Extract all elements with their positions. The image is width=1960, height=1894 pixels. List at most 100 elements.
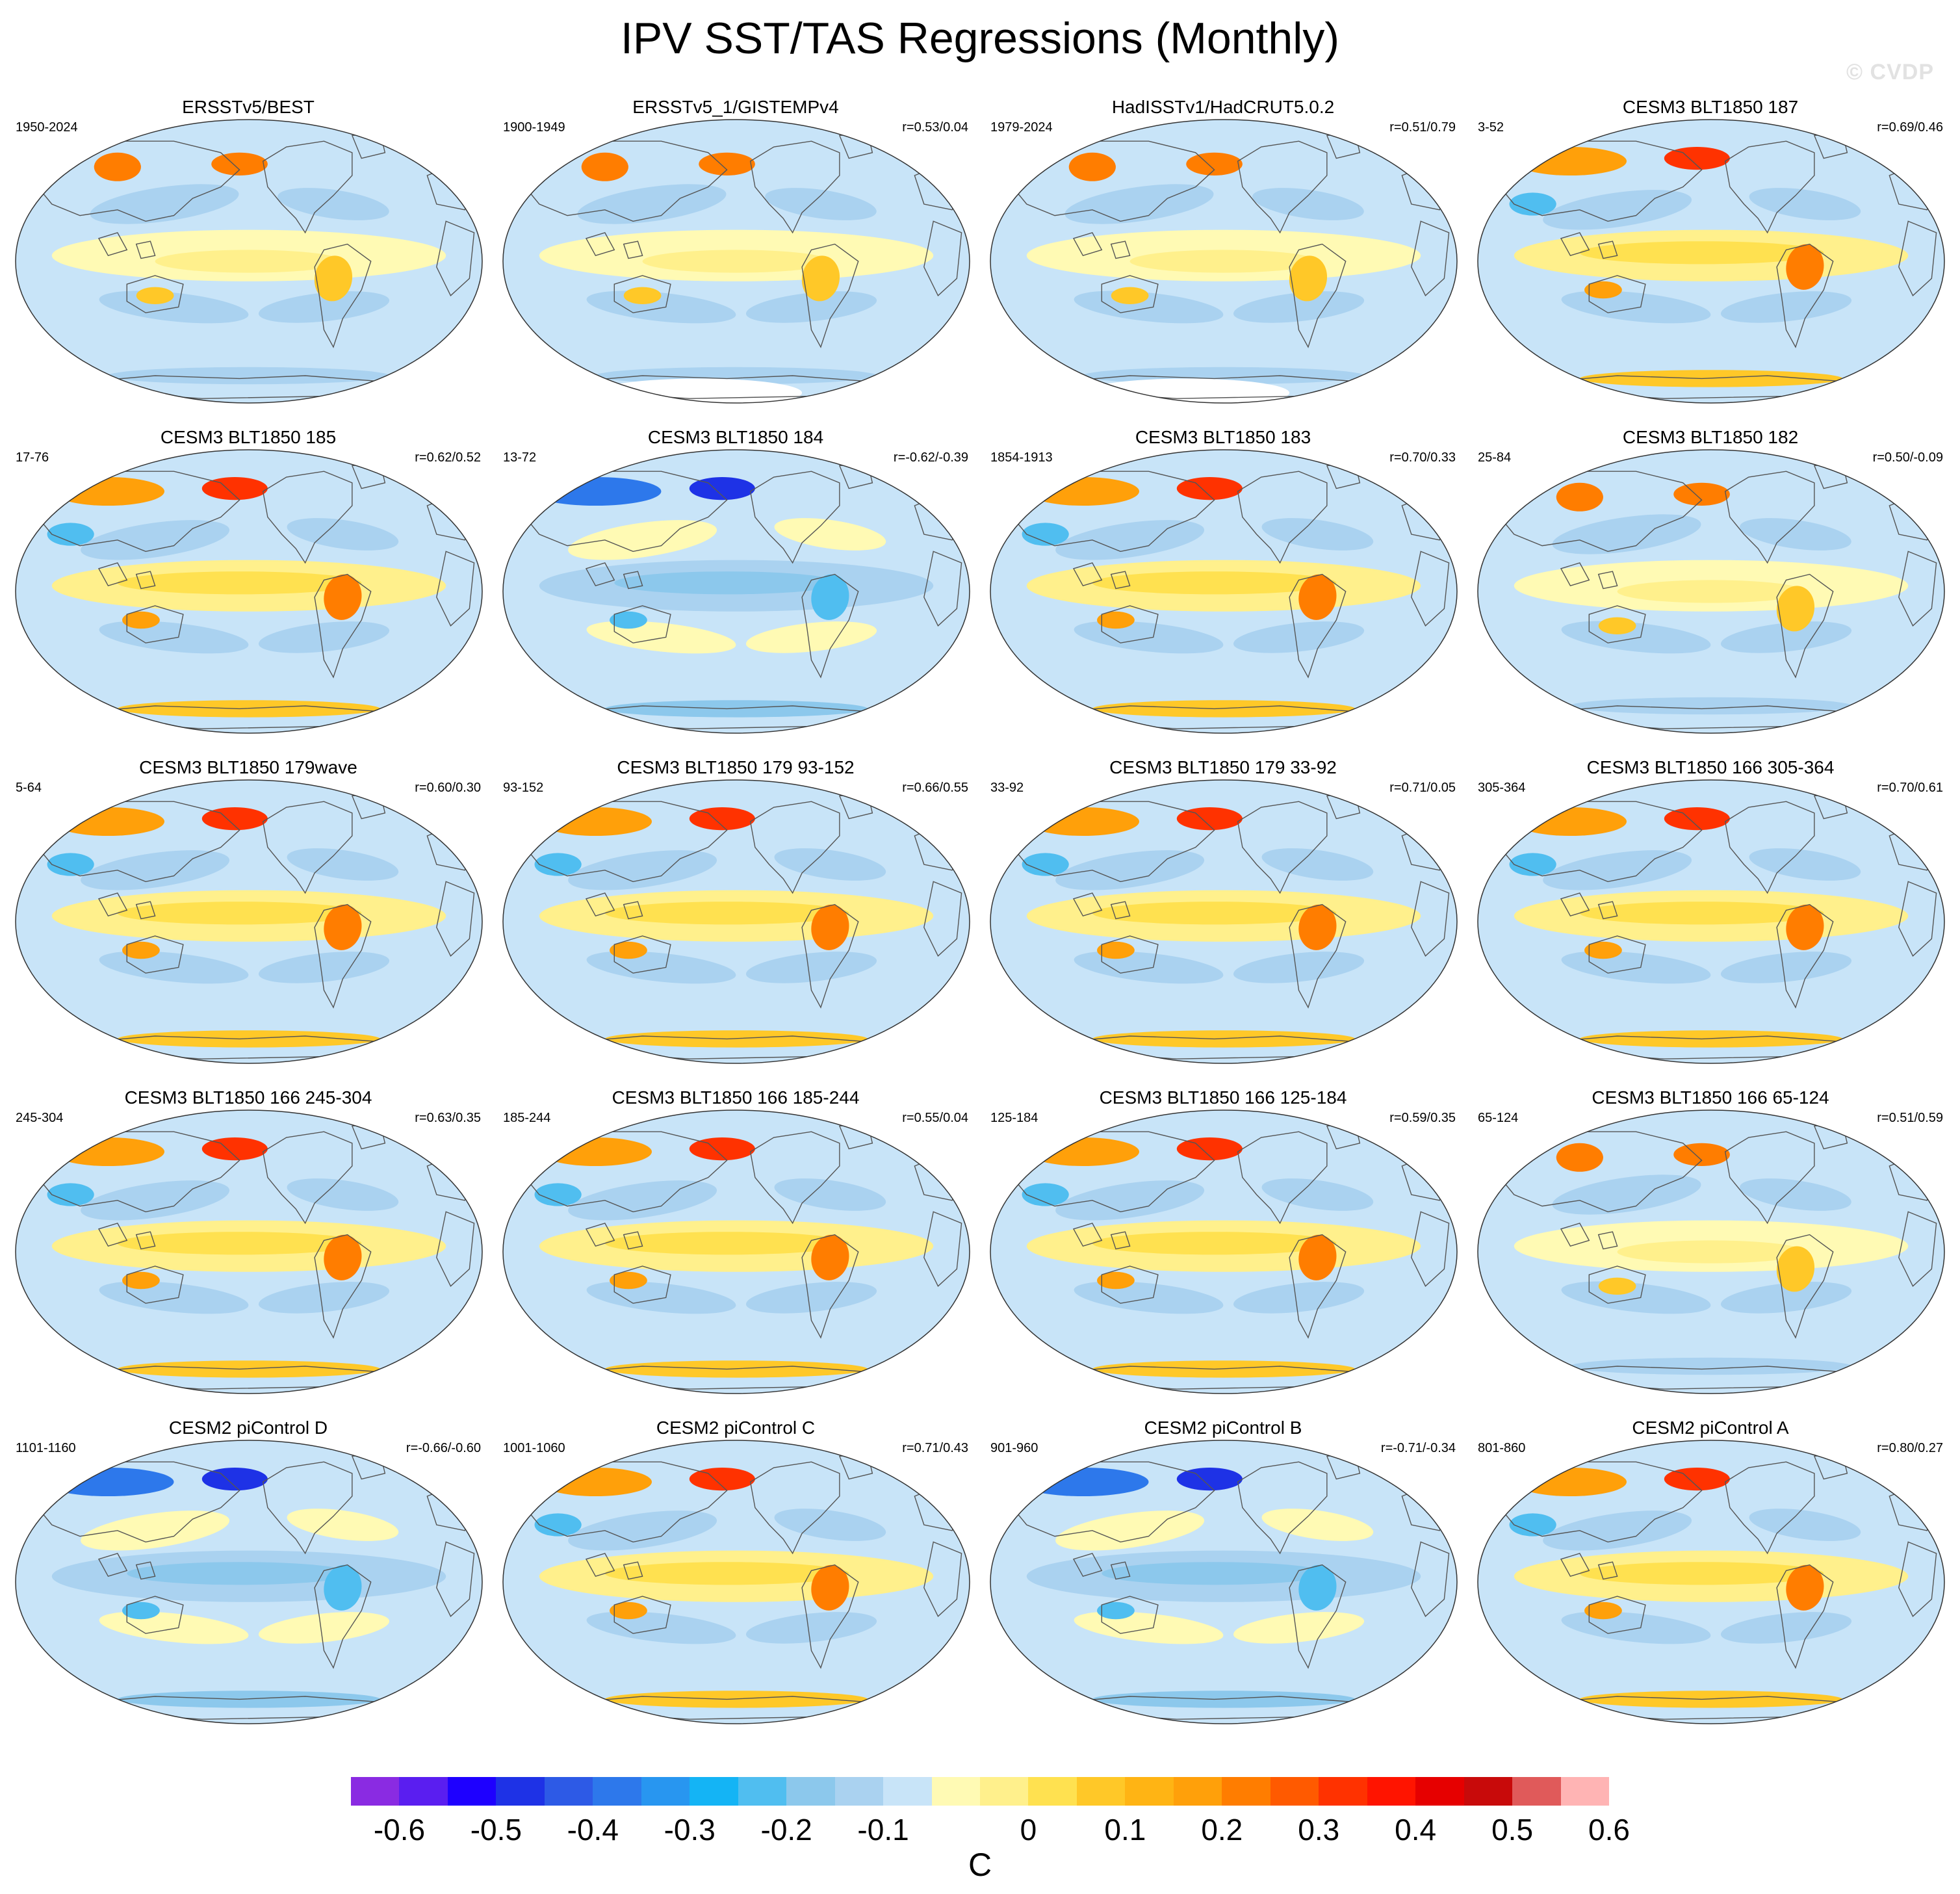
coastline (1899, 881, 1937, 955)
anomaly-blob (610, 611, 647, 629)
anomaly-blob (534, 1513, 582, 1537)
colorbar-box (1076, 1777, 1126, 1806)
anomaly-blob (811, 574, 849, 620)
colorbar-tick-label: 0.6 (1588, 1813, 1630, 1847)
anomaly-blob (1068, 152, 1116, 181)
anomaly-blob (745, 952, 877, 983)
map-frame (15, 449, 483, 734)
coastline (127, 1596, 183, 1633)
anomaly-blob (1509, 192, 1556, 216)
coastline (99, 893, 127, 916)
coastline (1111, 902, 1130, 918)
anomaly-blob (1584, 941, 1622, 959)
anomaly-blob (1074, 951, 1224, 984)
colorbar-box (980, 1777, 1029, 1806)
anomaly-blob (568, 1180, 717, 1221)
panel-title: CESM3 BLT1850 166 125-184 (1099, 1087, 1347, 1108)
anomaly-blob (530, 477, 662, 506)
anomaly-blob (108, 367, 390, 385)
coastline (1599, 902, 1618, 918)
anomaly-blob (127, 1562, 352, 1585)
coastline (1561, 563, 1589, 586)
regression-map (502, 1440, 970, 1724)
coastline (1899, 551, 1937, 625)
anomaly-blob (610, 941, 647, 959)
anomaly-blob (1740, 1178, 1851, 1211)
map-panel: CESM3 BLT1850 166 245-304 245-304 r=0.63/0… (8, 1087, 489, 1405)
coastline (1111, 571, 1130, 588)
anomaly-blob (1097, 611, 1135, 629)
anomaly-blob (1579, 241, 1824, 265)
coastline (1561, 893, 1589, 916)
regression-map (502, 779, 970, 1064)
map-frame (15, 1109, 483, 1394)
anomaly-blob (689, 477, 755, 500)
panel-title: CESM3 BLT1850 184 (647, 427, 824, 447)
anomaly-blob (604, 1232, 849, 1255)
anomaly-blob (689, 1468, 755, 1491)
anomaly-blob (534, 853, 582, 876)
anomaly-blob (1055, 520, 1205, 560)
coastline (1289, 244, 1346, 347)
coastline (315, 1235, 371, 1338)
panel-title: ERSSTv5_1/GISTEMPv4 (632, 97, 839, 117)
anomaly-blob (1022, 1183, 1069, 1206)
coastline (1725, 141, 1814, 233)
coastline (99, 1223, 127, 1246)
coastline (1899, 1212, 1937, 1286)
panel-correlation: r=0.70/0.33 (1389, 450, 1456, 465)
regression-map (502, 1109, 970, 1394)
coastline (1238, 141, 1327, 233)
anomaly-blob (81, 850, 230, 890)
figure-title: IPV SST/TAS Regressions (Monthly) (621, 14, 1339, 63)
coastline (1289, 1565, 1346, 1668)
map-frame (1477, 119, 1945, 404)
anomaly-blob (1579, 902, 1824, 925)
anomaly-blob (614, 571, 840, 595)
anomaly-blob (699, 152, 755, 175)
anomaly-blob (1097, 1271, 1135, 1290)
panel-title: CESM3 BLT1850 166 305-364 (1586, 757, 1835, 777)
anomaly-blob (568, 850, 717, 890)
coastline (1599, 1232, 1618, 1249)
anomaly-blob (1584, 1602, 1622, 1620)
coastline (1111, 241, 1130, 258)
anomaly-blob (201, 1137, 268, 1161)
anomaly-blob (1776, 586, 1815, 632)
coastline (1899, 221, 1937, 295)
colorbar-box (1512, 1777, 1562, 1806)
anomaly-blob (1543, 850, 1692, 890)
anomaly-blob (586, 291, 736, 324)
coastline (1238, 1462, 1327, 1553)
coastline (263, 1462, 352, 1553)
anomaly-blob (1289, 255, 1328, 302)
panel-years: 93-152 (503, 781, 544, 795)
anomaly-blob (81, 1180, 230, 1221)
colorbar-box (1270, 1777, 1319, 1806)
colorbar-tick-label: 0.4 (1395, 1813, 1437, 1847)
colorbar-box (496, 1777, 545, 1806)
coastline (1599, 241, 1618, 258)
anomaly-blob (324, 1564, 362, 1611)
anomaly-blob (1776, 1246, 1815, 1292)
panel-title: CESM3 BLT1850 179 93-152 (617, 757, 855, 777)
coastline (624, 571, 643, 588)
anomaly-blob (277, 188, 389, 220)
coastline (1412, 551, 1449, 625)
coastline (1238, 471, 1327, 563)
map-frame (15, 1440, 483, 1724)
colorbar-box (1367, 1777, 1416, 1806)
anomaly-blob (1186, 152, 1243, 175)
anomaly-blob (42, 1468, 174, 1496)
map-frame (502, 1440, 970, 1724)
coastline (1074, 893, 1102, 916)
coastline (99, 233, 127, 255)
panel-correlation: r=0.80/0.27 (1877, 1441, 1943, 1455)
coastline (924, 551, 962, 625)
anomaly-blob (1617, 1240, 1805, 1264)
anomaly-blob (604, 1562, 849, 1585)
coastline (263, 471, 352, 563)
anomaly-blob (1055, 1180, 1205, 1221)
map-panel: CESM3 BLT1850 187 3-52 r=0.69/0.46 (1470, 96, 1951, 415)
regression-map (990, 1440, 1458, 1724)
